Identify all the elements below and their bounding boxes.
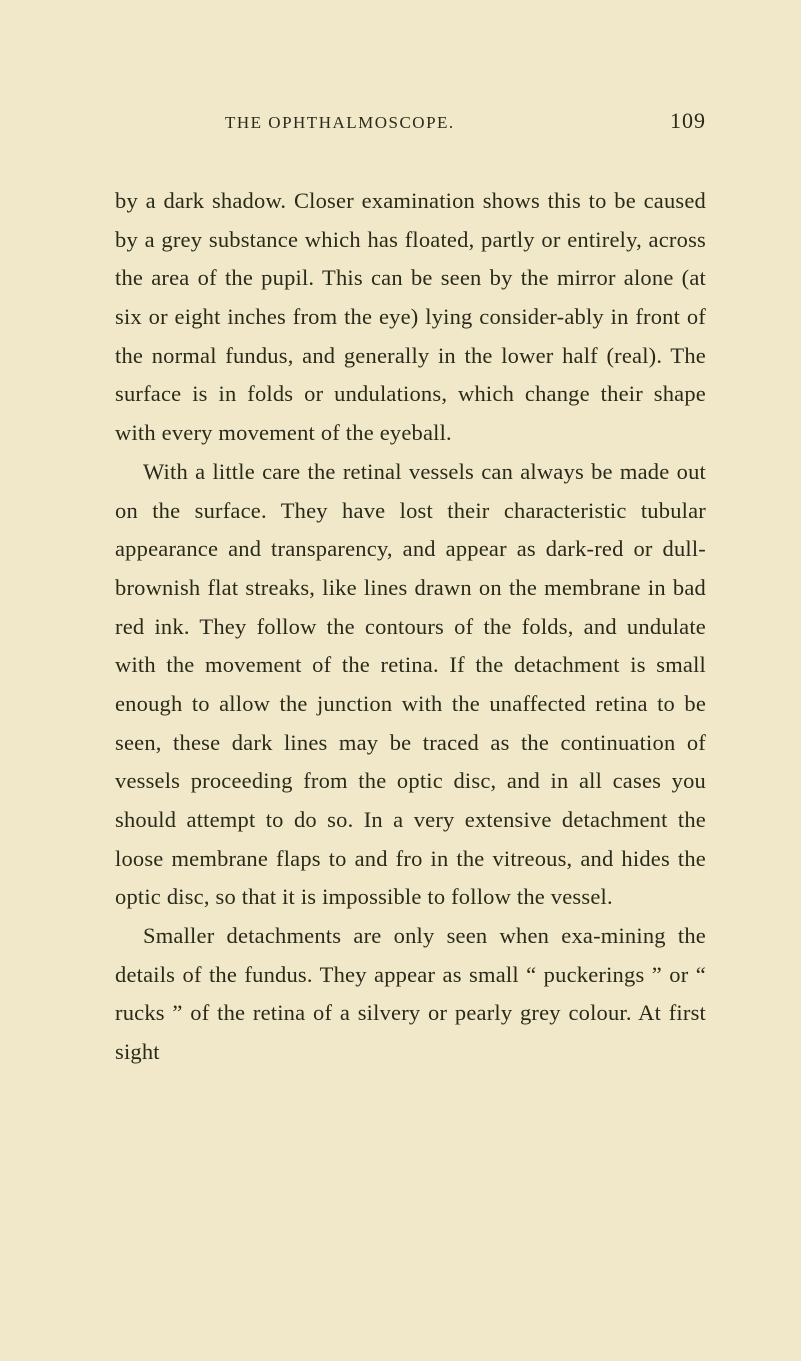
body-text: by a dark shadow. Closer examination sho… (115, 182, 706, 1072)
paragraph-1: by a dark shadow. Closer examination sho… (115, 182, 706, 453)
paragraph-3: Smaller detachments are only seen when e… (115, 917, 706, 1072)
document-page: THE OPHTHALMOSCOPE. 109 by a dark shadow… (0, 0, 801, 1152)
running-head: THE OPHTHALMOSCOPE. (225, 113, 455, 133)
page-header: THE OPHTHALMOSCOPE. 109 (115, 108, 706, 134)
paragraph-2: With a little care the retinal vessels c… (115, 453, 706, 917)
page-number: 109 (670, 108, 706, 134)
